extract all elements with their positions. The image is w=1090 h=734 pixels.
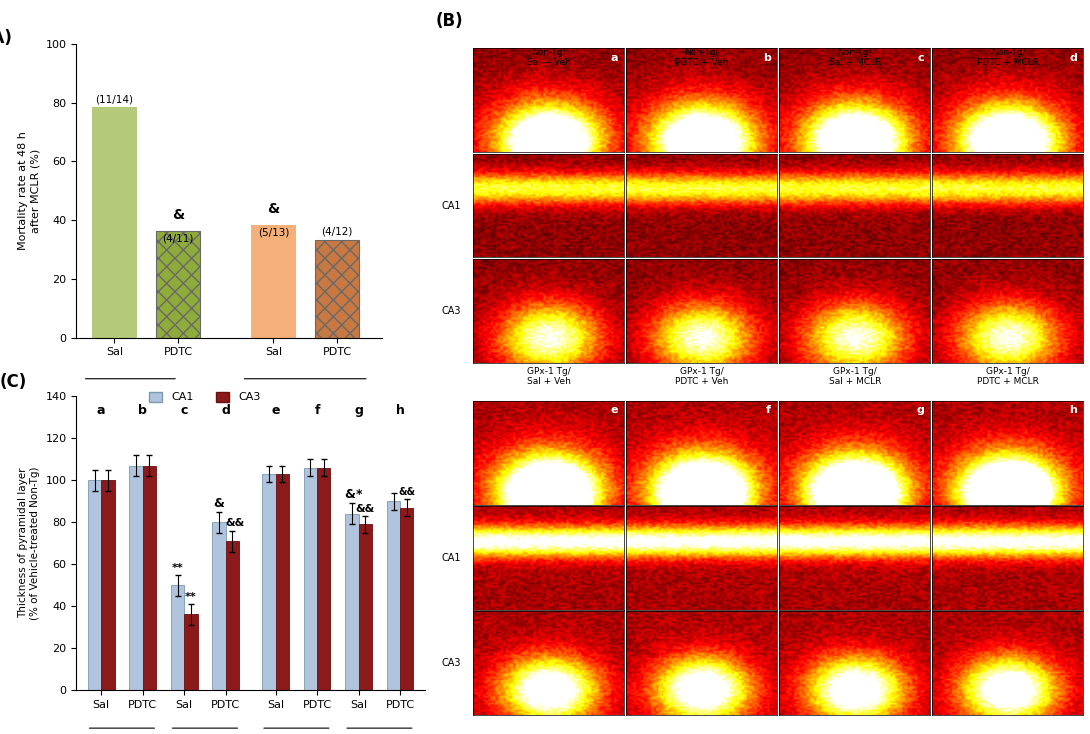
Bar xyxy=(88,480,101,690)
Bar xyxy=(130,465,143,690)
Text: &&: && xyxy=(398,487,415,497)
Bar xyxy=(171,585,184,690)
Text: CA3: CA3 xyxy=(441,658,461,668)
Bar xyxy=(346,514,359,690)
Bar xyxy=(156,231,201,338)
Text: d: d xyxy=(1069,53,1077,62)
Text: f: f xyxy=(766,405,771,415)
Legend: CA1, CA3: CA1, CA3 xyxy=(145,388,265,407)
Bar xyxy=(93,107,136,338)
Text: (4/11): (4/11) xyxy=(162,234,194,244)
Text: GPx-1 Tg/
Sal + MCLR: GPx-1 Tg/ Sal + MCLR xyxy=(828,367,881,386)
Text: *: * xyxy=(356,488,363,501)
Y-axis label: Mortality rate at 48 h
after MCLR (%): Mortality rate at 48 h after MCLR (%) xyxy=(19,131,40,250)
Text: Non-Tg: Non-Tg xyxy=(126,396,166,407)
Text: &: & xyxy=(267,202,279,216)
Text: &: & xyxy=(172,208,184,222)
Text: a: a xyxy=(610,53,618,62)
Bar xyxy=(184,614,197,690)
Bar xyxy=(213,522,226,690)
Text: c: c xyxy=(181,404,187,418)
Bar xyxy=(387,501,400,690)
Text: CA1: CA1 xyxy=(441,200,461,211)
Bar xyxy=(317,468,330,690)
Bar xyxy=(315,240,360,338)
Text: CA1: CA1 xyxy=(441,553,461,563)
Y-axis label: Thickness of pyramidal layer
(% of Vehicle-treated Non-Tg): Thickness of pyramidal layer (% of Vehic… xyxy=(19,466,40,620)
Text: &: & xyxy=(344,488,355,501)
Text: &: & xyxy=(214,497,225,509)
Text: (A): (A) xyxy=(0,29,13,48)
Text: GPx-1 Tg/
PDTC + Veh: GPx-1 Tg/ PDTC + Veh xyxy=(675,367,728,386)
Text: e: e xyxy=(610,405,618,415)
Text: (4/12): (4/12) xyxy=(322,227,353,237)
Text: (B): (B) xyxy=(436,12,463,31)
Text: g: g xyxy=(917,405,924,415)
Text: Non-Tg/
Sal + Veh: Non-Tg/ Sal + Veh xyxy=(526,48,570,67)
Text: &&: && xyxy=(355,504,375,514)
Text: (11/14): (11/14) xyxy=(96,94,133,104)
Text: CA3: CA3 xyxy=(441,306,461,316)
Bar xyxy=(276,474,289,690)
Text: Non-Tg/
Sal + MCLR: Non-Tg/ Sal + MCLR xyxy=(828,48,881,67)
Text: g: g xyxy=(354,404,363,418)
Bar xyxy=(143,465,156,690)
Text: GPx-1 Tg/
Sal + Veh: GPx-1 Tg/ Sal + Veh xyxy=(526,367,570,386)
Text: (5/13): (5/13) xyxy=(257,228,289,238)
Text: b: b xyxy=(138,404,147,418)
Text: a: a xyxy=(97,404,106,418)
Text: Non-Tg/
PDTC + Veh: Non-Tg/ PDTC + Veh xyxy=(675,48,728,67)
Text: f: f xyxy=(314,404,319,418)
Text: Non-Tg/
PDTC + MCLR: Non-Tg/ PDTC + MCLR xyxy=(977,48,1039,67)
Text: **: ** xyxy=(172,562,183,573)
Bar xyxy=(304,468,317,690)
Text: GPx-1 Tg/
PDTC + MCLR: GPx-1 Tg/ PDTC + MCLR xyxy=(977,367,1039,386)
Text: c: c xyxy=(918,53,924,62)
Text: b: b xyxy=(763,53,771,62)
Text: d: d xyxy=(221,404,230,418)
Bar xyxy=(263,474,276,690)
Text: (C): (C) xyxy=(0,373,27,391)
Text: h: h xyxy=(396,404,404,418)
Bar xyxy=(101,480,114,690)
Text: h: h xyxy=(1069,405,1077,415)
Bar xyxy=(400,507,413,690)
Text: **: ** xyxy=(185,592,197,602)
Bar xyxy=(359,524,372,690)
Bar xyxy=(251,225,295,338)
Text: &&: && xyxy=(225,518,244,528)
Text: GPx-1 Tg: GPx-1 Tg xyxy=(280,396,330,407)
Text: e: e xyxy=(271,404,280,418)
Bar xyxy=(226,541,239,690)
